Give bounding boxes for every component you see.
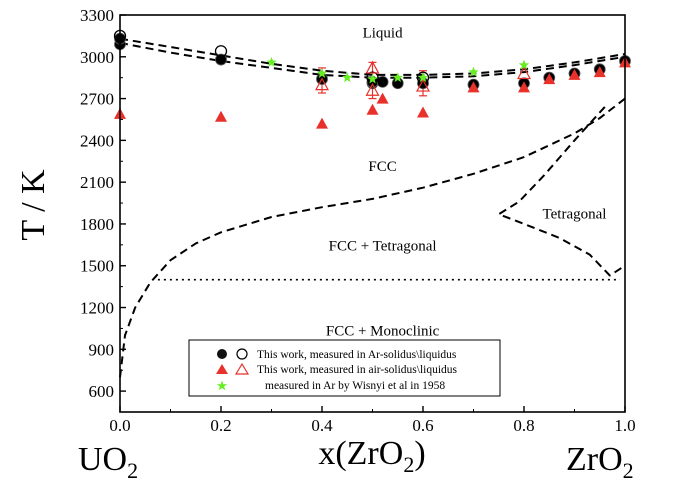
- legend-entry-ar: This work, measured in Ar-solidus\liquid…: [257, 349, 457, 361]
- data-point-s3-3: [316, 117, 328, 129]
- region-label-2: FCC: [368, 159, 396, 175]
- data-point-s3-2: [215, 110, 227, 122]
- legend-entry-wisnyi: measured in Ar by Wisnyi et al in 1958: [265, 380, 445, 392]
- data-point-s4-5: [516, 66, 532, 80]
- data-point-s3-4: [366, 103, 379, 115]
- y-tick-label-6: 2100: [80, 173, 114, 192]
- phase-boundary-1: [119, 37, 626, 76]
- legend-wisnyi-marker: [216, 380, 228, 391]
- legend-entry-air: This work, measured in air-solidus\liqui…: [257, 364, 458, 376]
- x-tick-label-5: 0.8: [513, 416, 534, 435]
- data-point-s5-3: [342, 72, 353, 83]
- data-point-s3-7: [467, 81, 480, 93]
- data-point-s3-6: [417, 106, 429, 118]
- y-tick-label-3: 1200: [80, 299, 114, 318]
- region-label-4: FCC + Tetragonal: [329, 238, 437, 254]
- y-tick-label-5: 1800: [80, 215, 114, 234]
- x-axis-title: x(ZrO2): [318, 435, 425, 477]
- data-point-s3-8: [518, 81, 530, 93]
- legend-ar-solid-marker: [217, 349, 227, 359]
- data-point-s5-6: [417, 72, 429, 83]
- legend-air-solid-marker: [216, 364, 228, 374]
- x-tick-label-4: 0.6: [412, 416, 433, 435]
- data-point-s5-5: [392, 72, 403, 83]
- x-tick-label-3: 0.4: [311, 416, 333, 435]
- left-end-label: UO2: [78, 441, 138, 482]
- data-point-s1-7: [376, 75, 389, 88]
- data-point-s4-3: [365, 82, 380, 96]
- y-tick-label-9: 3000: [80, 48, 114, 67]
- data-point-s3-11: [593, 66, 606, 78]
- data-point-s4-1: [314, 77, 330, 91]
- data-point-s5-2: [316, 68, 328, 78]
- legend-air-open-marker: [234, 362, 250, 375]
- data-point-s3-10: [568, 68, 581, 80]
- data-point-s3-5: [376, 92, 389, 104]
- region-labels: Liquid FCC Tetragonal FCC + Tetragonal FCC +…: [326, 25, 607, 339]
- phase-boundary-3: [119, 97, 626, 378]
- data-point-s3-9: [543, 73, 556, 85]
- y-tick-label-10: 3300: [80, 6, 114, 25]
- data-point-s5-1: [266, 56, 277, 67]
- legend: This work, measured in Ar-solidus\liquid…: [188, 339, 501, 397]
- region-label-1: Liquid: [363, 25, 403, 41]
- y-tick-label-1: 600: [89, 382, 115, 401]
- data-points: [113, 29, 631, 129]
- x-axis: 0.0 0.2 0.4 0.6 0.8 1.0: [109, 406, 636, 435]
- y-axis: 600 900 1200 1500 1800 2100 2400 2700 3000 3300: [80, 6, 126, 401]
- x-tick-label-1: 0.0: [109, 416, 130, 435]
- data-point-s5-8: [518, 59, 530, 70]
- data-point-s4-2: [365, 60, 380, 74]
- legend-ar-open-marker: [236, 348, 248, 360]
- y-tick-label-8: 2700: [80, 90, 114, 109]
- data-point-s2-4: [416, 71, 430, 84]
- y-axis-title: T / K: [15, 169, 52, 241]
- data-point-s5-4: [367, 73, 378, 84]
- data-point-s5-7: [468, 66, 479, 77]
- data-point-s1-3: [215, 53, 227, 66]
- x-tick-label-2: 0.2: [210, 416, 231, 435]
- data-point-s2-2: [214, 45, 228, 58]
- y-tick-label-4: 1500: [80, 257, 114, 276]
- y-tick-label-7: 2400: [80, 131, 114, 150]
- region-label-5: FCC + Monoclinic: [326, 323, 440, 339]
- x-tick-label-6: 1.0: [614, 416, 635, 435]
- y-tick-label-2: 900: [89, 340, 115, 359]
- phase-boundary-4: [497, 106, 626, 277]
- data-point-s4-4: [415, 78, 431, 92]
- phase-boundary-2: [119, 41, 626, 79]
- region-label-3: Tetragonal: [543, 206, 607, 222]
- phase-boundaries: [119, 37, 626, 378]
- right-end-label: ZrO2: [566, 441, 634, 482]
